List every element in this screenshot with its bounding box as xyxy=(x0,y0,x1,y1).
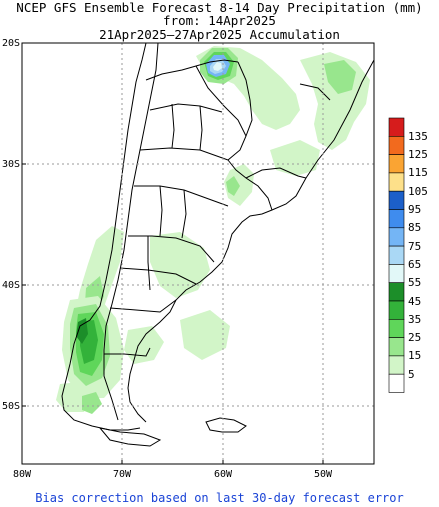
lon-label-70w: 70W xyxy=(113,469,132,480)
legend-swatch xyxy=(388,190,405,210)
title-line-1: NCEP GFS Ensemble Forecast 8-14 Day Prec… xyxy=(16,0,423,15)
lon-label-50w: 50W xyxy=(314,469,333,480)
legend-swatch xyxy=(388,154,405,174)
legend-swatch xyxy=(388,227,405,247)
lat-label-20s: 20S xyxy=(2,38,21,49)
legend-swatch xyxy=(388,264,405,283)
legend-label: 15 xyxy=(408,349,422,363)
lon-label-60w: 60W xyxy=(214,469,233,480)
legend-label: 85 xyxy=(408,221,422,235)
legend-label: 125 xyxy=(408,148,428,162)
legend-label: 105 xyxy=(408,184,428,198)
legend-swatch xyxy=(388,172,405,192)
legend-swatch xyxy=(388,282,405,302)
graticule xyxy=(22,43,374,464)
legend-swatch xyxy=(388,117,405,137)
legend-label: 135 xyxy=(408,129,428,143)
legend-swatch xyxy=(388,136,405,155)
precipitation-field xyxy=(56,46,370,414)
legend-label: 35 xyxy=(408,312,422,326)
legend-label: 95 xyxy=(408,203,422,216)
footer-note: Bias correction based on last 30-day for… xyxy=(35,491,404,505)
legend-label: 45 xyxy=(408,294,422,308)
legend-swatch xyxy=(388,355,405,375)
legend-label: 5 xyxy=(408,367,415,381)
legend-color-bar xyxy=(388,117,405,393)
map-frame xyxy=(21,42,375,465)
axis-ticks xyxy=(21,42,324,464)
lat-label-30s: 30S xyxy=(2,159,21,170)
legend-swatch xyxy=(388,300,405,320)
title-line-2: from: 14Apr2025 xyxy=(163,13,276,28)
legend-label: 75 xyxy=(408,239,422,253)
lon-label-80w: 80W xyxy=(13,469,32,480)
country-borders xyxy=(61,42,375,447)
title-line-3: 21Apr2025–27Apr2025 Accumulation xyxy=(99,27,340,42)
lat-label-40s: 40S xyxy=(2,280,21,291)
legend-label: 55 xyxy=(408,276,422,290)
lat-label-50s: 50S xyxy=(2,401,21,412)
legend-label: 115 xyxy=(408,166,428,180)
legend-swatch xyxy=(388,245,405,265)
legend-label: 65 xyxy=(408,257,422,271)
legend-swatch xyxy=(388,209,405,229)
legend-swatch xyxy=(388,337,405,357)
legend-swatch xyxy=(388,318,405,338)
legend-swatch xyxy=(388,373,405,393)
legend-label: 25 xyxy=(408,331,422,345)
